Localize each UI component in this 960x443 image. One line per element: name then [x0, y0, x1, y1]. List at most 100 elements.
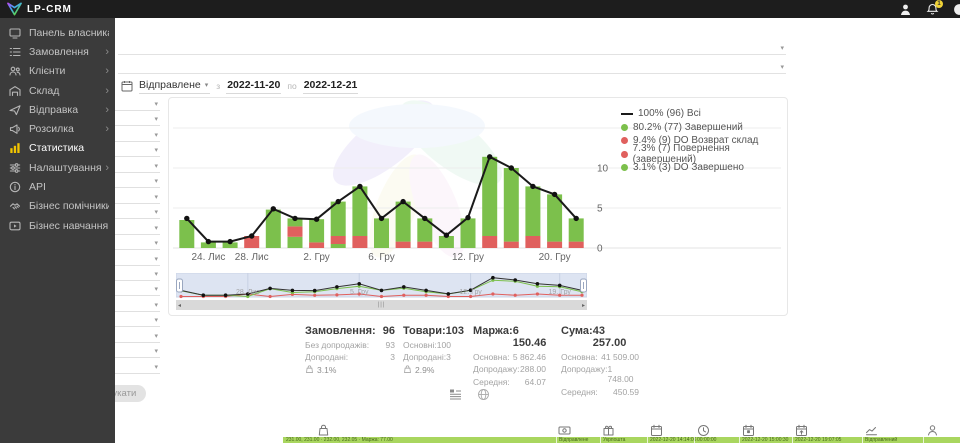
gift-icon[interactable]: [602, 424, 615, 437]
sidebar-item-api[interactable]: API: [0, 177, 115, 196]
notifications-bell-icon[interactable]: 1: [926, 0, 943, 16]
sidebar-item-label: Панель власника: [29, 26, 109, 39]
legend-item-2[interactable]: 9.4% (9) DO Возврат склад: [621, 134, 787, 148]
lp-crm-logo-icon: [7, 2, 22, 16]
chevron-down-icon: ▾: [154, 317, 158, 325]
topbar-icons: 1: [899, 0, 960, 16]
side-filter-select-13[interactable]: ▾: [110, 283, 160, 297]
settings-icon: [9, 162, 21, 174]
chevron-right-icon: ›: [105, 84, 109, 97]
sidebar-item-orders[interactable]: Замовлення ›: [0, 42, 115, 61]
side-filter-select-2[interactable]: ▾: [110, 113, 160, 127]
sidebar-item-mailing[interactable]: Розсилка ›: [0, 119, 115, 138]
side-filter-select-16[interactable]: ▾: [110, 330, 160, 343]
table-cell: 00:00:00: [697, 437, 717, 443]
chat-icon[interactable]: [953, 3, 960, 16]
date-to-input[interactable]: 2022-12-21: [302, 79, 359, 94]
side-filter-select-18[interactable]: ▾: [110, 361, 160, 374]
sidebar-item-shipping[interactable]: Відправка ›: [0, 100, 115, 119]
top-filter-select-1[interactable]: ▾: [118, 40, 786, 55]
legend-item-1[interactable]: 80.2% (77) Завершений: [621, 121, 787, 135]
legend-item-4[interactable]: 3.1% (3) DO Завершено: [621, 161, 787, 175]
bag-icon: [403, 365, 412, 376]
notification-badge: 1: [935, 0, 943, 8]
side-filter-select-10[interactable]: ▾: [110, 237, 160, 251]
sidebar-item-settings[interactable]: Налаштування ›: [0, 158, 115, 177]
bag-icon[interactable]: [317, 424, 330, 437]
chevron-right-icon: ›: [105, 161, 109, 174]
svg-text:6. Гру: 6. Гру: [368, 252, 394, 263]
globe-icon[interactable]: [477, 388, 490, 401]
legend-item-0[interactable]: 100% (96) Всі: [621, 107, 787, 121]
side-filter-select-9[interactable]: ▾: [110, 222, 160, 235]
shipping-icon: [9, 104, 21, 116]
side-filter-select-15[interactable]: ▾: [110, 314, 160, 328]
date-type-select[interactable]: Відправлене ▾: [139, 79, 211, 94]
stat-column-4: Сума: 43 257.00 Основна: 41 509.00 Допродажу…: [561, 325, 639, 397]
calendar-icon[interactable]: [650, 424, 663, 437]
warehouse-icon: [9, 85, 21, 97]
scrollbar-grip[interactable]: |||: [377, 302, 386, 308]
sidebar-item-learning[interactable]: Бізнес навчання: [0, 216, 115, 235]
table-row[interactable]: 231.00, 231.00 · 232.00, 232.05 · Маржа:…: [283, 437, 960, 443]
sidebar-item-label: Замовлення: [29, 45, 89, 58]
area-chart-icon[interactable]: [865, 424, 878, 437]
sidebar-item-stats[interactable]: Статистика: [0, 139, 115, 158]
stat-title: Маржа: 6 150.46: [473, 325, 547, 349]
calendar-date-icon[interactable]: [742, 424, 755, 437]
chart-scrollbar[interactable]: ◂ ||| ▸: [176, 300, 587, 310]
stats-icon: [9, 142, 21, 154]
side-filter-select-7[interactable]: ▾: [110, 191, 160, 204]
stat-value: 103: [445, 325, 464, 337]
legend-dot-swatch: [621, 137, 628, 145]
chart-navigator[interactable]: 28. Лис 5. Гру 12. Гру 19. Гру: [176, 273, 587, 299]
side-filter-select-14[interactable]: ▾: [110, 299, 160, 312]
side-filter-select-8[interactable]: ▾: [110, 206, 160, 220]
scroll-right-icon[interactable]: ▸: [581, 302, 585, 309]
sidebar-item-warehouse[interactable]: Склад ›: [0, 81, 115, 100]
sidebar-item-label: API: [29, 181, 46, 194]
stat-subrow: Середня: 450.59: [561, 386, 639, 397]
person-icon[interactable]: [926, 424, 939, 437]
chevron-down-icon: ▾: [154, 348, 158, 356]
date-filter: Відправлене ▾ з 2022-11-20 по 2022-12-21: [121, 78, 359, 94]
sidebar-item-helpers[interactable]: Бізнес помічники: [0, 197, 115, 216]
side-filter-select-6[interactable]: ▾: [110, 175, 160, 189]
legend-label: 7.3% (7) Повернення (завершений): [632, 143, 730, 166]
chevron-down-icon: ▾: [154, 131, 158, 139]
side-filter-select-3[interactable]: ▾: [110, 129, 160, 142]
legend-dot-swatch: [621, 150, 628, 158]
side-filter-select-1[interactable]: ▾: [110, 98, 160, 111]
table-cell: 2022-12-20 14:14:06: [650, 437, 697, 443]
date-from-input[interactable]: 2022-11-20: [226, 79, 282, 94]
svg-text:10: 10: [597, 164, 609, 175]
topbar: LP-CRM 1: [0, 0, 960, 18]
to-label: по: [287, 81, 297, 91]
user-icon[interactable]: [899, 3, 912, 16]
brand-logo[interactable]: LP-CRM: [0, 2, 72, 16]
side-filter-select-5[interactable]: ▾: [110, 160, 160, 173]
side-filter-select-17[interactable]: ▾: [110, 345, 160, 359]
banknote-icon[interactable]: [558, 424, 571, 437]
sidebar-item-clients[interactable]: Клієнти ›: [0, 62, 115, 81]
stat-subrow: Основні: 100: [403, 339, 451, 350]
top-filter-select-2[interactable]: ▾: [118, 59, 786, 74]
upsell-badge: 3.1%: [305, 365, 395, 376]
clock-icon[interactable]: [697, 424, 710, 437]
side-filter-select-4[interactable]: ▾: [110, 144, 160, 158]
sidebar-item-label: Бізнес помічники: [29, 200, 109, 213]
scroll-left-icon[interactable]: ◂: [178, 302, 182, 309]
stat-subrow: Допродажу: 288.00: [473, 364, 546, 375]
calendar-export-icon[interactable]: [795, 424, 808, 437]
legend-item-3[interactable]: 7.3% (7) Повернення (завершений): [621, 143, 787, 165]
orders-status-chart[interactable]: 0 5 10 24. Лис 28. Лис 2. Гру 6. Гру 12. Гру 20.…: [169, 98, 789, 266]
helpers-icon: [9, 200, 21, 212]
cell-divider: [923, 437, 924, 443]
chart-context-menu-icon[interactable]: [449, 388, 462, 401]
side-filter-select-12[interactable]: ▾: [110, 268, 160, 281]
sidebar-item-dashboard[interactable]: Панель власника: [0, 23, 115, 42]
side-filter-select-11[interactable]: ▾: [110, 253, 160, 266]
table-cell: 2022-12-20 15:00:30: [742, 437, 789, 443]
learning-icon: [9, 220, 21, 232]
